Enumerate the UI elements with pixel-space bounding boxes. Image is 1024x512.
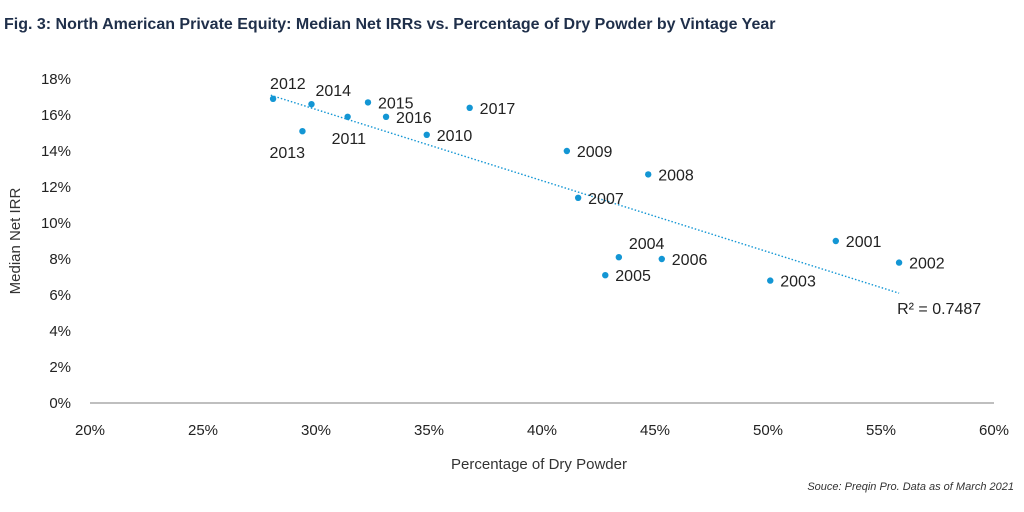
data-point xyxy=(308,101,315,108)
y-tick-label: 6% xyxy=(49,287,71,304)
x-axis: 20% 25% 30% 35% 40% 45% 50% 55% 60% xyxy=(75,402,1009,439)
data-point-label: 2014 xyxy=(315,83,351,100)
r-squared-annotation: R² = 0.7487 xyxy=(897,301,981,318)
x-tick-label: 35% xyxy=(414,422,444,439)
data-point-label: 2016 xyxy=(396,110,432,127)
y-tick-label: 14% xyxy=(41,143,71,160)
data-point-label: 2002 xyxy=(909,256,945,273)
data-point xyxy=(382,113,390,121)
data-point-label: 2005 xyxy=(615,268,651,285)
y-tick-label: 16% xyxy=(41,107,71,124)
trendline xyxy=(270,94,900,294)
x-tick-label: 45% xyxy=(640,422,670,439)
y-tick-label: 2% xyxy=(49,359,71,376)
y-axis-ticks: 0% 2% 4% 6% 8% 10% 12% 14% 16% 18% xyxy=(41,71,71,412)
y-tick-label: 18% xyxy=(41,71,71,88)
data-point xyxy=(615,254,623,261)
data-point-label: 2004 xyxy=(629,236,665,253)
x-tick-label: 30% xyxy=(301,422,331,439)
data-point-label: 2007 xyxy=(588,191,624,208)
x-tick-label: 25% xyxy=(188,422,218,439)
data-point xyxy=(832,237,839,245)
data-point-label: 2011 xyxy=(332,131,367,148)
data-point xyxy=(423,131,430,138)
data-point xyxy=(364,99,372,106)
data-point-label: 2013 xyxy=(269,145,305,162)
data-point xyxy=(563,147,571,155)
data-point xyxy=(658,255,665,263)
data-point xyxy=(269,95,277,103)
trendline-line xyxy=(270,94,900,294)
source-note: Souce: Preqin Pro. Data as of March 2021 xyxy=(807,481,1014,493)
chart-title: Fig. 3: North American Private Equity: M… xyxy=(4,16,776,33)
x-tick-label: 40% xyxy=(527,422,557,439)
data-point-label: 2012 xyxy=(270,76,306,93)
data-point-label: 2008 xyxy=(658,167,694,184)
data-point-label: 2017 xyxy=(480,101,516,118)
data-point-label: 2006 xyxy=(672,252,708,269)
x-tick-label: 55% xyxy=(866,422,896,439)
data-point xyxy=(602,272,609,279)
y-tick-label: 4% xyxy=(49,323,71,340)
y-tick-label: 10% xyxy=(41,215,71,232)
x-axis-label: Percentage of Dry Powder xyxy=(451,456,627,473)
data-point xyxy=(645,171,652,178)
y-tick-label: 0% xyxy=(49,395,71,412)
y-axis-label: Median Net IRR xyxy=(7,187,24,294)
data-point xyxy=(574,194,582,201)
data-points xyxy=(269,95,903,284)
data-point-label: 2001 xyxy=(846,234,882,251)
data-point xyxy=(344,113,351,121)
data-point-label: 2010 xyxy=(437,128,473,145)
y-tick-label: 8% xyxy=(49,251,71,268)
data-point xyxy=(767,277,774,284)
data-point xyxy=(299,128,306,135)
x-tick-label: 60% xyxy=(979,422,1009,439)
data-point xyxy=(466,104,473,112)
y-tick-label: 12% xyxy=(41,179,71,196)
data-point-label: 2015 xyxy=(378,95,414,112)
data-point-label: 2003 xyxy=(780,274,816,291)
x-tick-label: 50% xyxy=(753,422,783,439)
data-point-label: 2009 xyxy=(577,144,613,161)
x-tick-label: 20% xyxy=(75,422,105,439)
data-point xyxy=(895,259,903,266)
